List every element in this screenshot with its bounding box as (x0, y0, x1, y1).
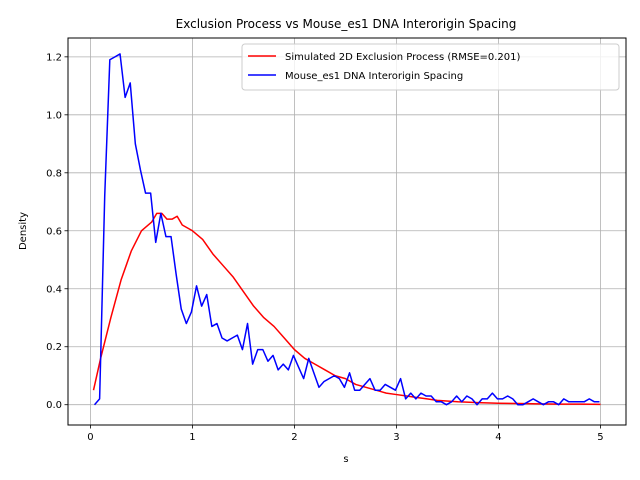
y-tick-label: 0.8 (46, 168, 62, 179)
y-tick-label: 1.2 (46, 52, 62, 63)
x-tick-label: 2 (291, 432, 297, 443)
legend-box (241, 43, 620, 91)
legend-label-1: Simulated 2D Exclusion Process (RMSE=0.2… (285, 52, 521, 63)
plot-frame (67, 37, 627, 426)
y-tick-label: 1.0 (46, 110, 62, 121)
axis-ticks: 0 1 2 3 4 5 0.0 0.2 0.4 0.6 0.8 1.0 1.2 (46, 52, 604, 443)
x-axis-label: s (343, 454, 348, 465)
y-tick-label: 0.0 (46, 400, 62, 411)
series-layer (92, 53, 601, 406)
y-axis-label: Density (18, 212, 29, 250)
legend: Simulated 2D Exclusion Process (RMSE=0.2… (241, 43, 620, 91)
y-tick-label: 0.2 (46, 342, 62, 353)
chart-title: Exclusion Process vs Mouse_es1 DNA Inter… (176, 17, 517, 31)
y-tick-label: 0.6 (46, 226, 62, 237)
legend-label-2: Mouse_es1 DNA Interorigin Spacing (285, 71, 463, 82)
series-line-1 (92, 212, 601, 406)
y-tick-label: 0.4 (46, 284, 62, 295)
series-line-2 (93, 53, 600, 406)
x-tick-label: 5 (597, 432, 603, 443)
x-tick-label: 3 (393, 432, 399, 443)
x-tick-label: 4 (495, 432, 501, 443)
x-tick-label: 1 (189, 432, 195, 443)
x-tick-label: 0 (87, 432, 93, 443)
